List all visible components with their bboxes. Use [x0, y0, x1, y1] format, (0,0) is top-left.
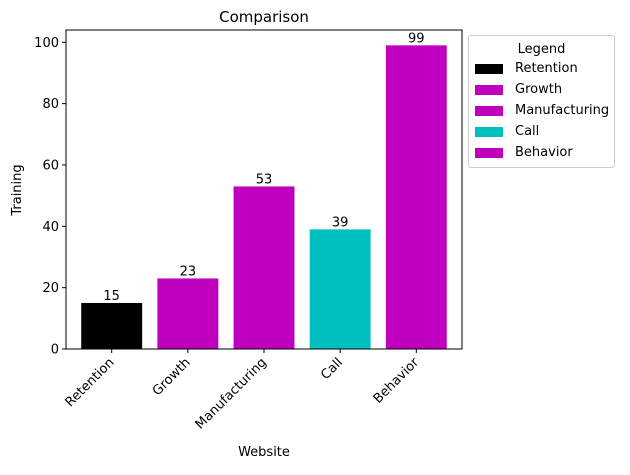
legend-swatch [475, 84, 503, 95]
legend-label: Behavior [515, 145, 573, 160]
legend-item: Call [469, 121, 614, 142]
legend-title: Legend [517, 42, 566, 57]
legend: Legend Retention Growth Manufacturing Call B… [468, 35, 615, 168]
y-ticks-group: 0 20 40 60 80 100 [34, 36, 66, 358]
legend-label: Manufacturing [515, 103, 610, 118]
legend-item: Retention [469, 58, 614, 79]
legend-item: Behavior [469, 142, 614, 163]
legend-item: Manufacturing [469, 100, 614, 121]
x-tick-label: Growth [150, 355, 194, 399]
x-tick-label: Retention [63, 355, 118, 410]
legend-label: Call [515, 124, 540, 139]
x-tick-label: Call [318, 355, 346, 383]
legend-swatch [475, 147, 503, 158]
y-tick-label: 60 [42, 158, 59, 173]
bar-value-label: 53 [256, 172, 273, 187]
bars-group [81, 45, 447, 349]
legend-item: Growth [469, 79, 614, 100]
bar-retention [81, 302, 143, 349]
bar-value-label: 39 [332, 215, 349, 230]
chart-title: Comparison [219, 8, 309, 26]
legend-label: Retention [515, 61, 578, 76]
bar-behavior [385, 45, 447, 349]
y-tick-label: 0 [51, 343, 59, 358]
plot-frame [65, 29, 463, 350]
legend-swatch [475, 126, 503, 137]
bar-labels-group: 15 23 53 39 99 [103, 31, 424, 304]
y-tick-label: 20 [42, 281, 59, 296]
y-tick-label: 100 [34, 36, 59, 51]
y-tick-label: 40 [42, 220, 59, 235]
x-tick-label: Behavior [371, 355, 423, 407]
y-tick-label: 80 [42, 97, 59, 112]
bar-value-label: 23 [180, 264, 197, 279]
bar-value-label: 15 [103, 289, 120, 304]
legend-items: Retention Growth Manufacturing Call Behavior [469, 58, 614, 163]
legend-swatch [475, 105, 503, 116]
x-tick-label: Manufacturing [193, 355, 270, 432]
legend-label: Growth [515, 82, 563, 97]
y-axis-label: Training [10, 164, 25, 216]
x-axis-label: Website [238, 445, 290, 460]
bar-growth [157, 278, 219, 349]
legend-swatch [475, 63, 503, 74]
bar-manufacturing [233, 186, 295, 349]
bar-value-label: 99 [408, 31, 425, 46]
bar-call [309, 229, 371, 349]
